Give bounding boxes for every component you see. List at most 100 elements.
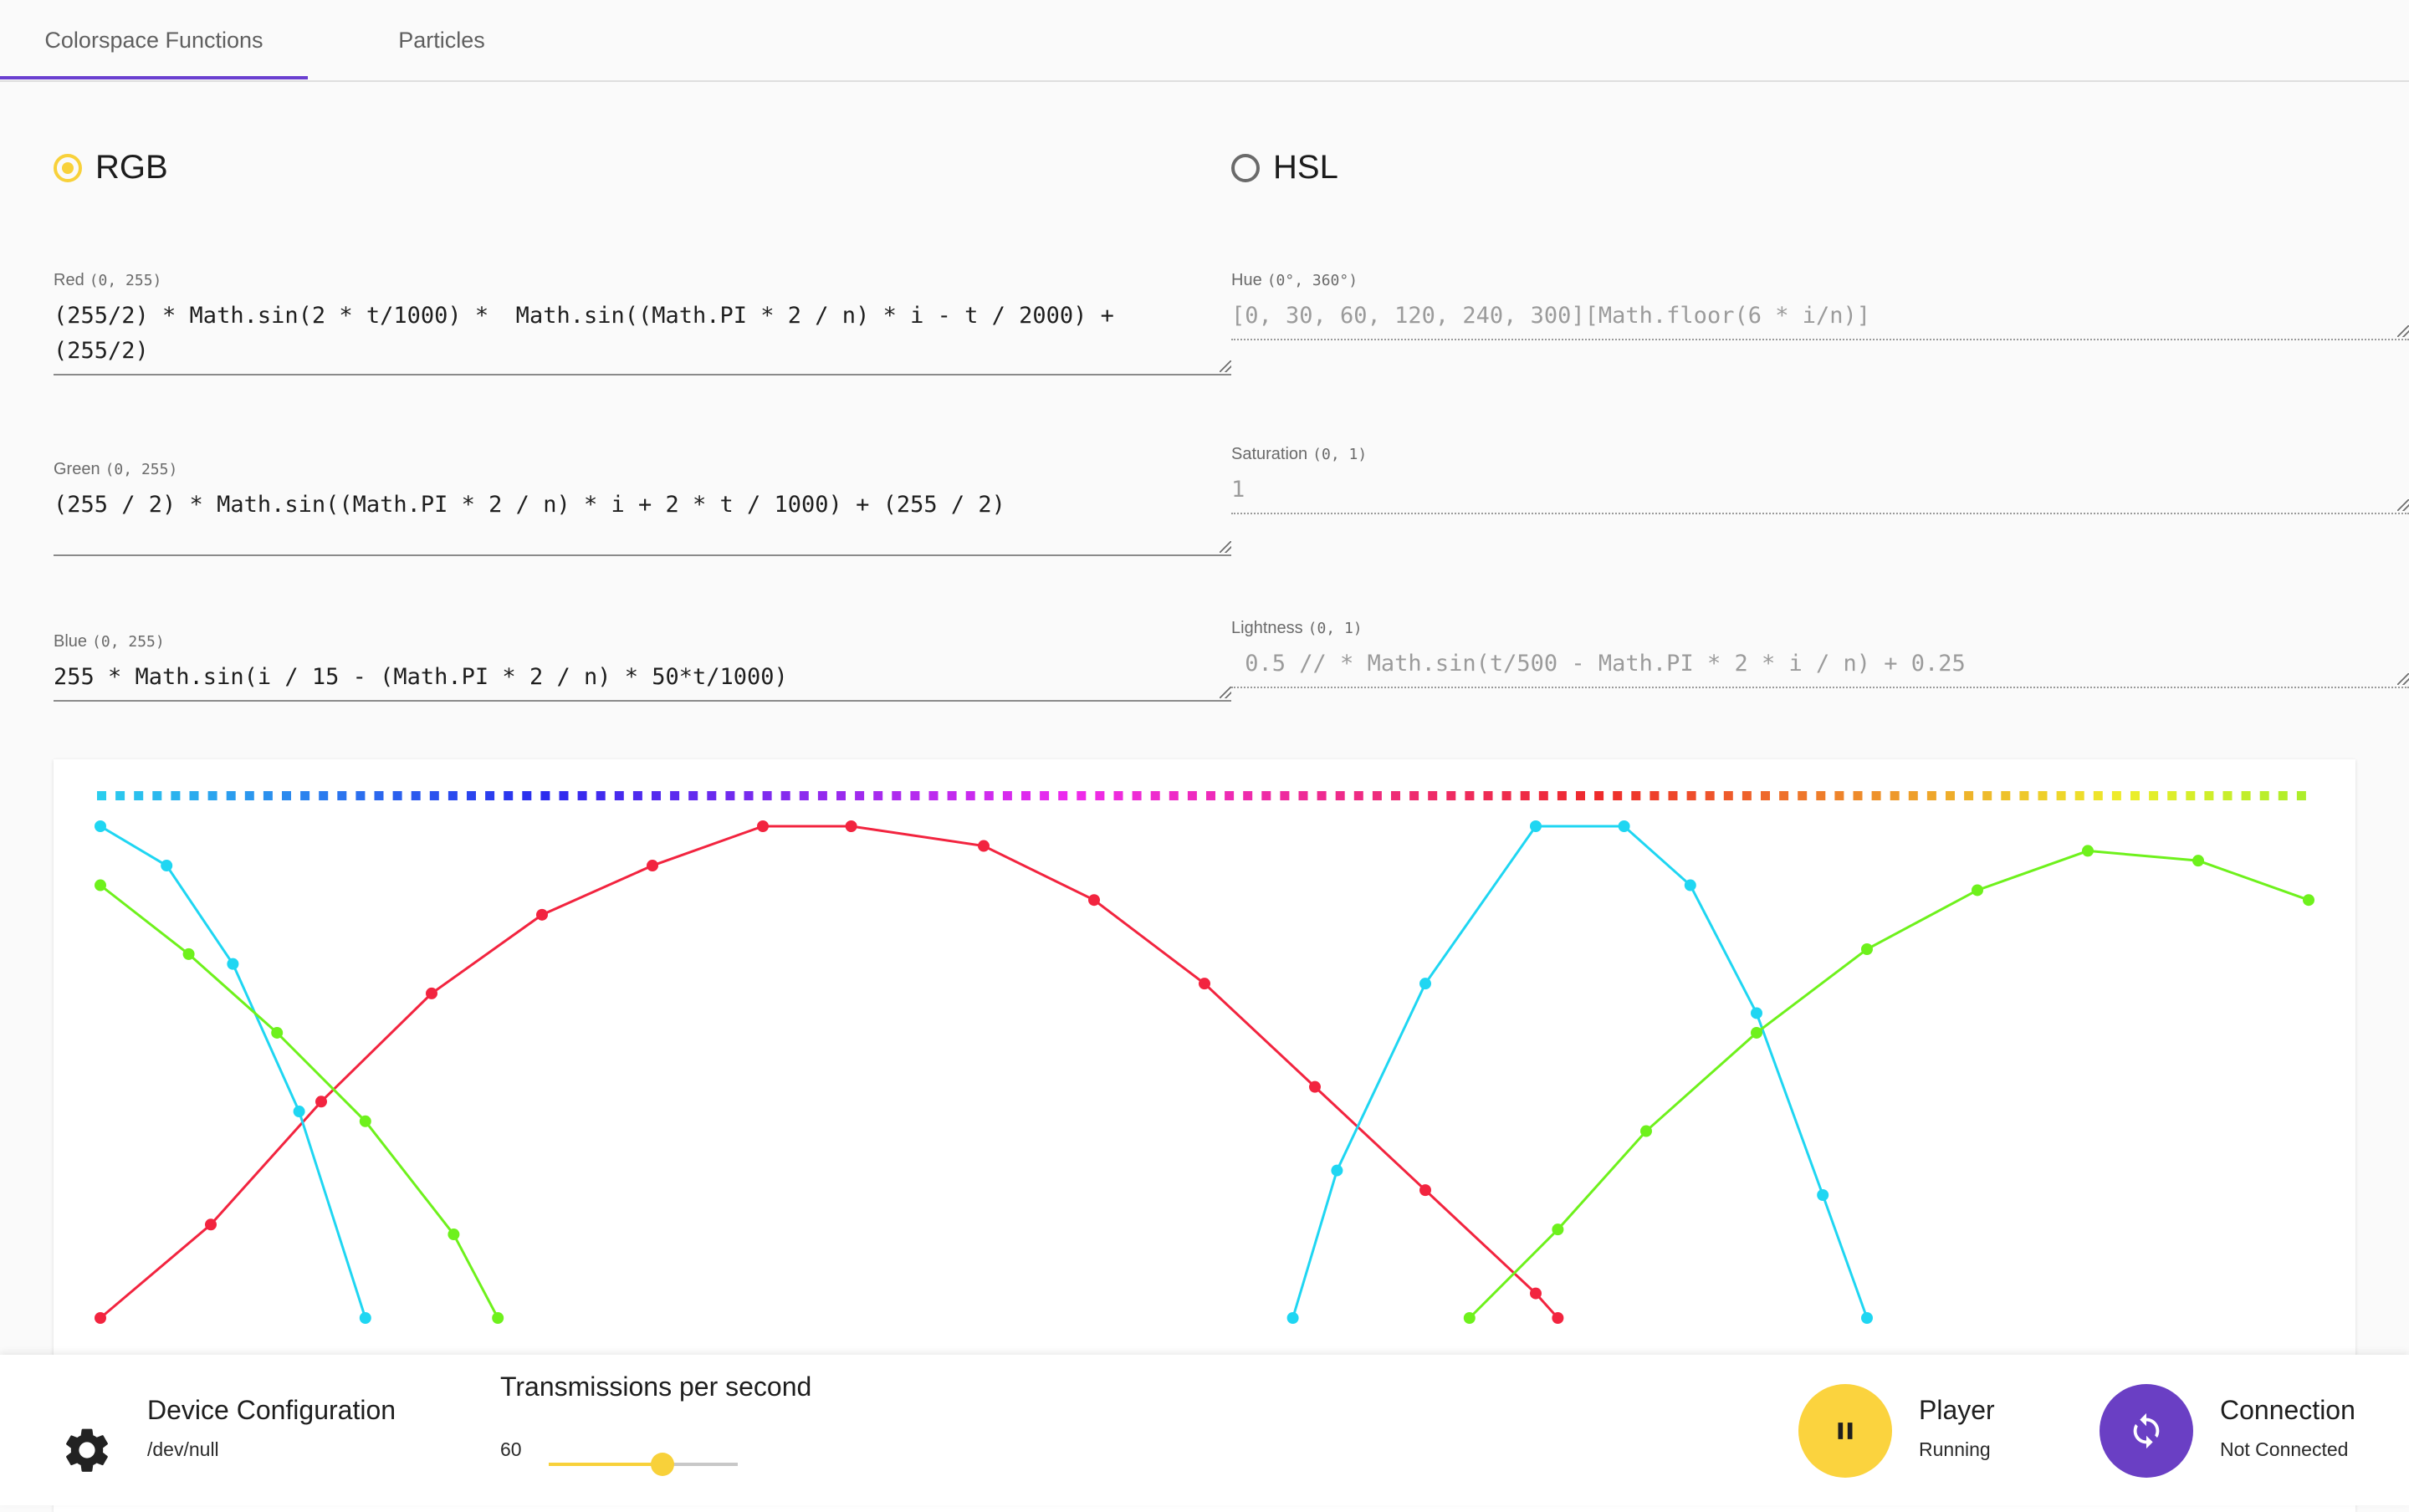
- data-point: [1751, 1007, 1762, 1019]
- function-plot: [95, 791, 2314, 1324]
- led-square: [2186, 791, 2196, 800]
- led-square: [762, 791, 772, 800]
- led-square: [504, 791, 514, 800]
- led-square: [1335, 791, 1345, 800]
- led-square: [855, 791, 865, 800]
- led-square: [1077, 791, 1087, 800]
- data-point: [448, 1228, 460, 1241]
- hue-expression-input[interactable]: [0, 30, 60, 120, 240, 300][Math.floor(6 …: [1231, 299, 2409, 340]
- led-square: [282, 791, 291, 800]
- led-square: [429, 791, 439, 800]
- saturation-expression-input[interactable]: 1: [1231, 472, 2409, 514]
- led-square: [1113, 791, 1123, 800]
- pause-button[interactable]: [1798, 1384, 1892, 1478]
- led-square: [1649, 791, 1660, 800]
- series-line: [1468, 849, 2309, 1320]
- led-square: [152, 791, 162, 800]
- led-square: [2130, 791, 2140, 800]
- led-square: [614, 791, 624, 800]
- led-square: [226, 791, 236, 800]
- data-point: [845, 820, 857, 832]
- data-point: [2303, 894, 2314, 907]
- series-line: [100, 825, 1559, 1320]
- data-point: [161, 860, 173, 872]
- hsl-label: HSL: [1273, 149, 1338, 186]
- led-square: [522, 791, 532, 800]
- led-square: [780, 791, 790, 800]
- pause-icon: [1838, 1423, 1853, 1439]
- rgb-radio-option[interactable]: RGB: [54, 149, 168, 186]
- connect-button[interactable]: [2100, 1384, 2193, 1478]
- led-square: [1243, 791, 1253, 800]
- hsl-radio-option[interactable]: HSL: [1231, 149, 1338, 186]
- led-square: [2001, 791, 2011, 800]
- green-expression-input[interactable]: (255 / 2) * Math.sin((Math.PI * 2 / n) *…: [54, 488, 1231, 556]
- data-point: [1463, 1312, 1476, 1324]
- led-square: [2222, 791, 2233, 800]
- led-square: [1409, 791, 1419, 800]
- led-square: [1742, 791, 1752, 800]
- led-square: [1890, 791, 1900, 800]
- led-square: [207, 791, 217, 800]
- rgb-radio-button[interactable]: [54, 153, 82, 182]
- data-point: [1751, 1026, 1762, 1039]
- blue-expression-input[interactable]: 255 * Math.sin(i / 15 - (Math.PI * 2 / n…: [54, 660, 1231, 702]
- data-point: [182, 948, 195, 960]
- led-square: [355, 791, 366, 800]
- led-square: [1280, 791, 1290, 800]
- led-square: [1631, 791, 1641, 800]
- player-status: Running: [1919, 1438, 1991, 1460]
- resize-handle-icon[interactable]: [1220, 687, 1231, 698]
- data-point: [1552, 1312, 1564, 1324]
- led-square: [596, 791, 606, 800]
- gear-icon[interactable]: [60, 1423, 114, 1477]
- led-square: [892, 791, 902, 800]
- data-point: [1684, 879, 1696, 891]
- tps-slider[interactable]: [549, 1452, 738, 1477]
- red-expression-input[interactable]: (255/2) * Math.sin(2 * t/1000) * Math.si…: [54, 299, 1231, 375]
- led-square: [1834, 791, 1844, 800]
- led-square: [707, 791, 717, 800]
- slider-thumb[interactable]: [650, 1453, 674, 1476]
- resize-handle-icon[interactable]: [1220, 541, 1231, 553]
- hsl-radio-button[interactable]: [1231, 153, 1260, 182]
- tab-colorspace-functions[interactable]: Colorspace Functions: [44, 27, 263, 53]
- led-square: [1391, 791, 1400, 800]
- led-square: [1150, 791, 1160, 800]
- led-square: [1761, 791, 1770, 800]
- data-point: [1972, 884, 1983, 896]
- led-square: [1908, 791, 1918, 800]
- led-square: [134, 791, 144, 800]
- led-square: [2241, 791, 2251, 800]
- led-square: [1668, 791, 1678, 800]
- data-point: [315, 1096, 327, 1108]
- data-point: [95, 879, 106, 891]
- resize-handle-icon[interactable]: [2397, 325, 2409, 337]
- tab-particles[interactable]: Particles: [398, 27, 485, 53]
- led-square: [2056, 791, 2066, 800]
- resize-handle-icon[interactable]: [1220, 360, 1231, 372]
- tps-title: Transmissions per second: [500, 1372, 812, 1402]
- led-square: [1465, 791, 1475, 800]
- series-line: [1291, 825, 1869, 1319]
- data-point: [1530, 820, 1542, 832]
- data-point: [1088, 894, 1100, 907]
- data-point: [271, 1026, 284, 1039]
- data-point: [1309, 1080, 1321, 1093]
- data-point: [1618, 820, 1630, 832]
- led-square: [652, 791, 661, 800]
- series-line: [100, 825, 367, 1319]
- led-square: [1501, 791, 1511, 800]
- resize-handle-icon[interactable]: [2397, 499, 2409, 511]
- led-square: [1372, 791, 1382, 800]
- data-point: [647, 860, 658, 872]
- resize-handle-icon[interactable]: [2397, 673, 2409, 685]
- data-point: [1286, 1312, 1299, 1324]
- data-point: [2082, 845, 2094, 857]
- led-square: [1723, 791, 1733, 800]
- data-point: [2192, 855, 2204, 867]
- tps-value: 60: [500, 1438, 522, 1460]
- led-square: [263, 791, 273, 800]
- player-title: Player: [1919, 1395, 1995, 1425]
- lightness-expression-input[interactable]: 0.5 // * Math.sin(t/500 - Math.PI * 2 * …: [1231, 646, 2409, 688]
